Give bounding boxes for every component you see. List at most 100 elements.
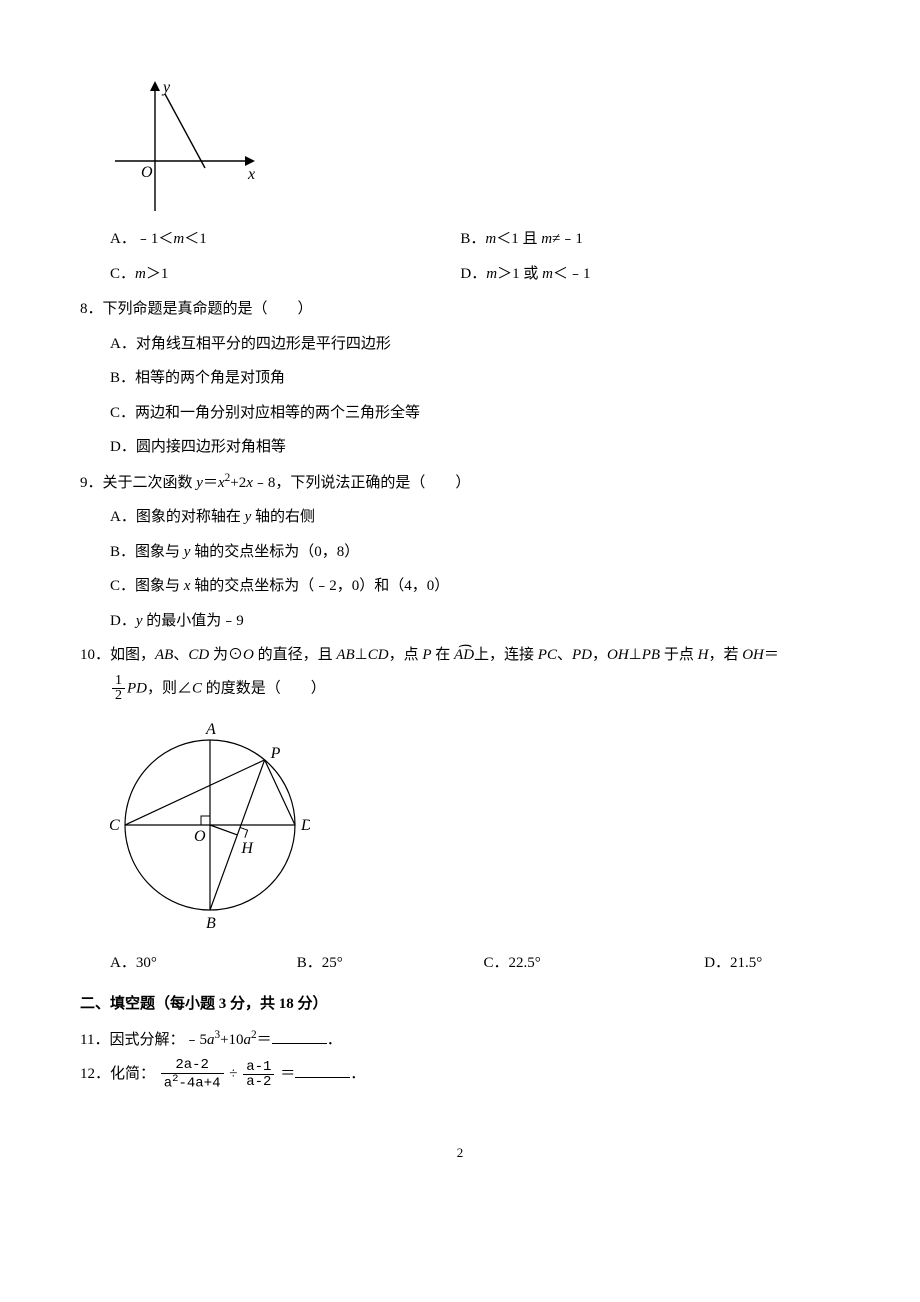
- opt-letter: B．: [460, 231, 485, 247]
- opt-text: ＜﹣1: [553, 266, 591, 282]
- var-x: x: [246, 475, 253, 491]
- var-x: x: [218, 475, 225, 491]
- q10-option-a: A．30°: [110, 949, 297, 978]
- q8-options: A．对角线互相平分的四边形是平行四边形 B．相等的两个角是对顶角 C．两边和一角…: [110, 330, 840, 462]
- opt-text: ＜1 且: [496, 231, 541, 247]
- opt-text: ＞1 或: [497, 266, 542, 282]
- q7-option-b: B．m＜1 且 m≠﹣1: [460, 225, 810, 254]
- var: PC: [538, 647, 557, 663]
- var: PD: [127, 680, 147, 696]
- q9-stem: 9．关于二次函数 y＝x2+2x﹣8，下列说法正确的是（ ）: [80, 468, 840, 498]
- text: +10: [220, 1032, 243, 1048]
- text: -4a+4: [178, 1076, 220, 1092]
- text: ＝: [280, 1066, 295, 1082]
- denominator: a-2: [243, 1075, 274, 1090]
- q7-options-row1: A．﹣1＜m＜1 B．m＜1 且 m≠﹣1: [110, 222, 840, 257]
- text: 轴的交点坐标为（﹣2，0）和（4，0）: [190, 578, 449, 594]
- text: ，点: [389, 647, 423, 663]
- svg-text:H: H: [240, 840, 254, 857]
- section-2-title: 二、填空题（每小题 3 分，共 18 分）: [80, 990, 840, 1019]
- answer-blank[interactable]: [295, 1062, 350, 1078]
- q8-option-d: D．圆内接四边形对角相等: [110, 433, 840, 462]
- var: AB: [155, 647, 173, 663]
- fraction-1: 2a-2 a2-4a+4: [161, 1058, 224, 1091]
- q11: 11．因式分解：﹣5a3+10a2＝．: [80, 1025, 840, 1055]
- opt-letter: C．: [110, 266, 135, 282]
- q10-options: A．30° B．25° C．22.5° D．21.5°: [110, 946, 840, 981]
- q7-option-a: A．﹣1＜m＜1: [110, 225, 460, 254]
- q10-stem-line2: 12PD，则∠C 的度数是（ ）: [110, 674, 840, 704]
- var-y: y: [196, 475, 203, 491]
- var: a: [164, 1076, 172, 1092]
- axis-graph: y x O: [110, 76, 260, 216]
- numerator: a-1: [243, 1060, 274, 1076]
- text: 于点: [664, 647, 698, 663]
- text: ．: [350, 1066, 365, 1082]
- var: PB: [642, 647, 660, 663]
- svg-text:A: A: [205, 721, 216, 738]
- q9-option-c: C．图象与 x 轴的交点坐标为（﹣2，0）和（4，0）: [110, 572, 840, 601]
- svg-text:P: P: [270, 745, 281, 762]
- q7-option-d: D．m＞1 或 m＜﹣1: [460, 260, 810, 289]
- fraction-2: a-1 a-2: [243, 1060, 274, 1090]
- text: 的度数是（ ）: [202, 680, 326, 696]
- var-m: m: [486, 266, 497, 282]
- q8-stem: 8．下列命题是真命题的是（ ）: [80, 295, 840, 324]
- opt-letter: D．: [460, 266, 486, 282]
- q9-option-a: A．图象的对称轴在 y 轴的右侧: [110, 503, 840, 532]
- arc-AD: AD: [454, 641, 474, 670]
- text: 的直径，且: [258, 647, 337, 663]
- opt-text: ﹣1＜: [136, 231, 174, 247]
- var: AB: [336, 647, 354, 663]
- svg-text:y: y: [161, 79, 171, 96]
- text: ．: [327, 1032, 342, 1048]
- var: y: [136, 613, 143, 629]
- page-number: 2: [80, 1141, 840, 1166]
- denominator: a2-4a+4: [161, 1074, 224, 1091]
- numerator: 1: [112, 674, 125, 690]
- svg-text:D: D: [300, 817, 310, 834]
- text: A．图象的对称轴在: [110, 509, 245, 525]
- text: 轴的右侧: [251, 509, 315, 525]
- var: H: [698, 647, 709, 663]
- var-a: a: [244, 1032, 252, 1048]
- q8-option-c: C．两边和一角分别对应相等的两个三角形全等: [110, 399, 840, 428]
- divide-sign: ÷: [229, 1066, 237, 1082]
- var-m: m: [135, 266, 146, 282]
- var: CD: [368, 647, 389, 663]
- q7-figure: y x O: [110, 76, 840, 216]
- svg-text:O: O: [194, 828, 206, 845]
- circle-diagram: A B C D O H P: [110, 710, 310, 940]
- answer-blank[interactable]: [272, 1028, 327, 1044]
- text: 10．如图，: [80, 647, 155, 663]
- text: ，则∠: [147, 680, 192, 696]
- text: ﹣8，下列说法正确的是（ ）: [253, 475, 471, 491]
- q10-option-c: C．22.5°: [484, 949, 705, 978]
- q10-stem: 10．如图，AB、CD 为⊙O 的直径，且 AB⊥CD，点 P 在 AD上，连接…: [80, 641, 840, 670]
- var: O: [243, 647, 254, 663]
- text: C．图象与: [110, 578, 184, 594]
- text: ＝: [257, 1032, 272, 1048]
- text: D．: [110, 613, 136, 629]
- text: 11．因式分解：﹣5: [80, 1032, 207, 1048]
- q8-option-b: B．相等的两个角是对顶角: [110, 364, 840, 393]
- text: 上，连接: [474, 647, 538, 663]
- numerator: 2a-2: [161, 1058, 224, 1074]
- text: 的最小值为﹣9: [143, 613, 244, 629]
- q12: 12．化简： 2a-2 a2-4a+4 ÷ a-1 a-2 ＝．: [80, 1058, 840, 1091]
- q10-figure: A B C D O H P: [110, 710, 840, 940]
- svg-text:C: C: [110, 817, 120, 834]
- svg-text:x: x: [247, 166, 255, 183]
- q7-option-c: C．m＞1: [110, 260, 460, 289]
- var: CD: [188, 647, 209, 663]
- var: OH: [742, 647, 764, 663]
- q7-options-row2: C．m＞1 D．m＞1 或 m＜﹣1: [110, 257, 840, 292]
- svg-text:B: B: [206, 915, 216, 932]
- q9-option-b: B．图象与 y 轴的交点坐标为（0，8）: [110, 538, 840, 567]
- var: P: [422, 647, 431, 663]
- fraction-half: 12: [112, 674, 125, 704]
- text: ，若: [708, 647, 742, 663]
- var-m: m: [485, 231, 496, 247]
- svg-text:O: O: [141, 164, 153, 181]
- var-m: m: [173, 231, 184, 247]
